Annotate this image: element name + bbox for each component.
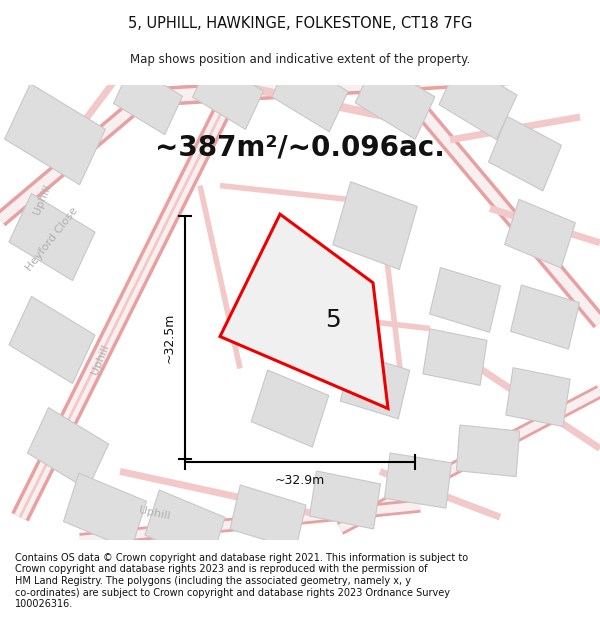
Polygon shape bbox=[9, 296, 95, 384]
Polygon shape bbox=[113, 65, 182, 134]
Polygon shape bbox=[457, 425, 520, 477]
Polygon shape bbox=[193, 59, 263, 129]
Polygon shape bbox=[505, 199, 575, 268]
Text: ~32.9m: ~32.9m bbox=[275, 474, 325, 487]
Text: ~32.5m: ~32.5m bbox=[163, 312, 176, 363]
Text: Uphill: Uphill bbox=[139, 506, 172, 522]
Polygon shape bbox=[310, 471, 380, 529]
Text: ~387m²/~0.096ac.: ~387m²/~0.096ac. bbox=[155, 134, 445, 162]
Polygon shape bbox=[5, 84, 106, 185]
Text: 5: 5 bbox=[325, 308, 341, 332]
Polygon shape bbox=[28, 408, 109, 489]
Polygon shape bbox=[272, 56, 348, 132]
Polygon shape bbox=[9, 194, 95, 281]
Text: Uphill: Uphill bbox=[89, 343, 110, 376]
Polygon shape bbox=[511, 285, 580, 349]
Text: Map shows position and indicative extent of the property.: Map shows position and indicative extent… bbox=[130, 53, 470, 66]
Text: 5, UPHILL, HAWKINGE, FOLKESTONE, CT18 7FG: 5, UPHILL, HAWKINGE, FOLKESTONE, CT18 7F… bbox=[128, 16, 472, 31]
Polygon shape bbox=[251, 370, 329, 447]
Polygon shape bbox=[145, 490, 225, 562]
Text: Uphill: Uphill bbox=[31, 182, 53, 216]
Polygon shape bbox=[506, 368, 570, 426]
Polygon shape bbox=[220, 214, 388, 409]
Polygon shape bbox=[423, 329, 487, 386]
Polygon shape bbox=[333, 182, 417, 269]
Polygon shape bbox=[355, 61, 435, 139]
Polygon shape bbox=[340, 352, 410, 419]
Polygon shape bbox=[230, 485, 306, 549]
Polygon shape bbox=[439, 60, 517, 139]
Polygon shape bbox=[488, 116, 562, 191]
Polygon shape bbox=[64, 473, 146, 549]
Text: Heyford Close: Heyford Close bbox=[24, 206, 80, 273]
Polygon shape bbox=[430, 268, 500, 332]
Polygon shape bbox=[385, 453, 451, 508]
Text: Contains OS data © Crown copyright and database right 2021. This information is : Contains OS data © Crown copyright and d… bbox=[15, 552, 468, 609]
